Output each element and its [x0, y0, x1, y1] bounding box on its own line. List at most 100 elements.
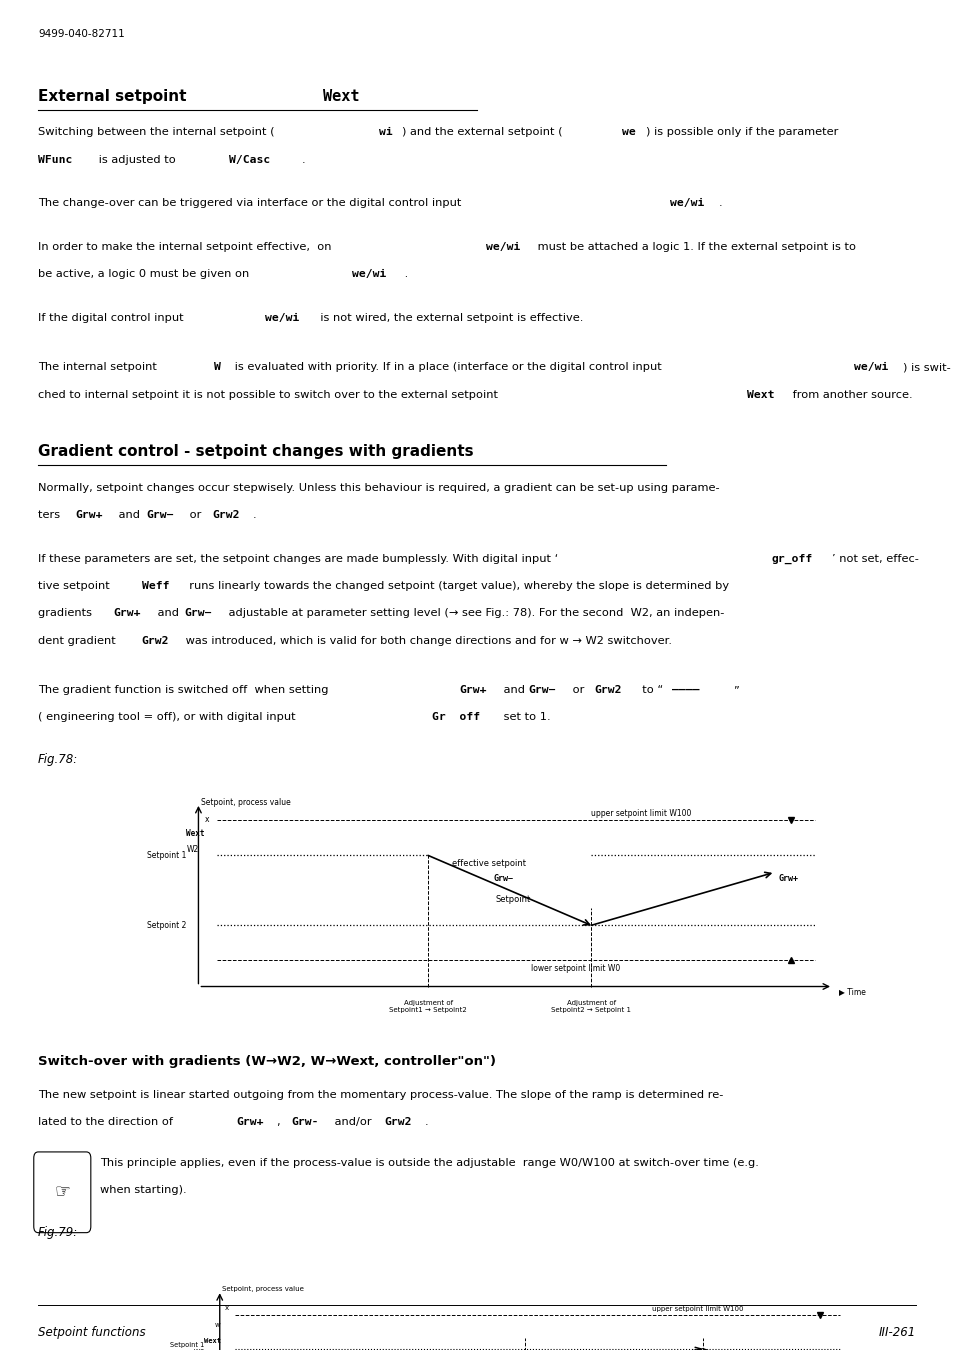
Text: from another source.: from another source. [788, 390, 911, 400]
Text: Grw2: Grw2 [212, 510, 239, 520]
Text: This principle applies, even if the process-value is outside the adjustable  ran: This principle applies, even if the proc… [99, 1158, 758, 1168]
Text: ched to internal setpoint it is not possible to switch over to the external setp: ched to internal setpoint it is not poss… [38, 390, 501, 400]
Text: is evaluated with priority. If in a place (interface or the digital control inpu: is evaluated with priority. If in a plac… [231, 362, 665, 373]
Text: effective setpoint: effective setpoint [451, 859, 525, 868]
Text: Gr  off: Gr off [432, 713, 480, 722]
Text: w: w [214, 1322, 220, 1327]
Text: ”: ” [733, 684, 739, 695]
Text: upper setpoint limit W100: upper setpoint limit W100 [591, 809, 691, 818]
Text: III-261: III-261 [878, 1326, 915, 1339]
Text: The gradient function is switched off  when setting: The gradient function is switched off wh… [38, 684, 332, 695]
Text: WFunc: WFunc [38, 155, 72, 165]
Text: W: W [213, 362, 220, 373]
Text: Switching between the internal setpoint (: Switching between the internal setpoint … [38, 127, 274, 138]
Text: Fig.79:: Fig.79: [38, 1226, 78, 1239]
Text: Wext: Wext [186, 829, 205, 838]
Text: Grw+: Grw+ [236, 1118, 264, 1127]
Text: The internal setpoint: The internal setpoint [38, 362, 160, 373]
Text: Switch-over with gradients (W→W2, W→Wext, controller"on"): Switch-over with gradients (W→W2, W→Wext… [38, 1056, 496, 1068]
Text: or: or [186, 510, 204, 520]
Text: Setpoint, process value: Setpoint, process value [201, 798, 291, 807]
Text: ☞: ☞ [54, 1183, 71, 1200]
Text: Setpoint: Setpoint [495, 895, 530, 905]
Text: ters: ters [38, 510, 64, 520]
Text: Gradient control - setpoint changes with gradients: Gradient control - setpoint changes with… [38, 444, 474, 459]
Text: Grw−: Grw− [493, 875, 513, 883]
Text: Setpoint 1: Setpoint 1 [147, 850, 186, 860]
Text: to “: to “ [635, 684, 662, 695]
Text: If these parameters are set, the setpoint changes are made bumplessly. With digi: If these parameters are set, the setpoin… [38, 554, 558, 564]
Text: when starting).: when starting). [99, 1185, 186, 1196]
Text: Grw+: Grw+ [778, 873, 798, 883]
Text: .: . [425, 1118, 429, 1127]
Text: Grw+: Grw+ [75, 510, 102, 520]
Text: Weff: Weff [142, 580, 169, 591]
Text: dent gradient: dent gradient [38, 636, 119, 645]
FancyBboxPatch shape [33, 1152, 91, 1233]
Text: Adjustment of
Setpoint1 → Setpoint2: Adjustment of Setpoint1 → Setpoint2 [389, 1000, 466, 1014]
Text: In order to make the internal setpoint effective,  on: In order to make the internal setpoint e… [38, 242, 335, 252]
Text: Setpoint 2: Setpoint 2 [147, 921, 186, 930]
Text: is not wired, the external setpoint is effective.: is not wired, the external setpoint is e… [313, 313, 582, 323]
Text: Grw2: Grw2 [384, 1118, 412, 1127]
Text: adjustable at parameter setting level (→ see Fig.: 78). For the second  W2, an i: adjustable at parameter setting level (→… [225, 609, 723, 618]
Text: ————: ———— [671, 684, 699, 695]
Text: ) and the external setpoint (: ) and the external setpoint ( [402, 127, 562, 138]
Text: Wext: Wext [204, 1338, 221, 1345]
Text: Grw−: Grw− [146, 510, 173, 520]
Text: Normally, setpoint changes occur stepwisely. Unless this behaviour is required, : Normally, setpoint changes occur stepwis… [38, 483, 719, 493]
Text: tive setpoint: tive setpoint [38, 580, 113, 591]
Text: we∕wi: we∕wi [485, 242, 519, 252]
Text: and: and [153, 609, 182, 618]
Text: ) is possible only if the parameter: ) is possible only if the parameter [645, 127, 837, 138]
Text: we∕wi: we∕wi [669, 198, 703, 208]
Text: Setpoint functions: Setpoint functions [38, 1326, 146, 1339]
Text: .: . [252, 510, 255, 520]
Text: The new setpoint is linear started outgoing from the momentary process-value. Th: The new setpoint is linear started outgo… [38, 1089, 722, 1100]
Text: .: . [301, 155, 305, 165]
Text: set to 1.: set to 1. [499, 713, 550, 722]
Text: must be attached a logic 1. If the external setpoint is to: must be attached a logic 1. If the exter… [534, 242, 855, 252]
Text: we∕wi: we∕wi [352, 270, 386, 279]
Text: Setpoint 1
e.g. W2: Setpoint 1 e.g. W2 [170, 1342, 204, 1350]
Text: Grw2: Grw2 [142, 636, 169, 645]
Text: The change-over can be triggered via interface or the digital control input: The change-over can be triggered via int… [38, 198, 465, 208]
Text: x: x [225, 1305, 229, 1311]
Text: Grw−: Grw− [185, 609, 212, 618]
Text: runs linearly towards the changed setpoint (target value), whereby the slope is : runs linearly towards the changed setpoi… [182, 580, 728, 591]
Text: Wext: Wext [746, 390, 774, 400]
Text: x: x [204, 815, 209, 825]
Text: we: we [621, 127, 635, 138]
Text: ▶ Time: ▶ Time [838, 987, 865, 996]
Text: Grw+: Grw+ [113, 609, 141, 618]
Text: Grw-: Grw- [291, 1118, 318, 1127]
Text: lower setpoint limit W0: lower setpoint limit W0 [530, 964, 619, 973]
Text: Setpoint, process value: Setpoint, process value [222, 1287, 304, 1292]
Text: Adjustment of
Setpoint2 → Setpoint 1: Adjustment of Setpoint2 → Setpoint 1 [551, 1000, 631, 1014]
Text: we∕wi: we∕wi [264, 313, 298, 323]
Text: W∕Casc: W∕Casc [230, 155, 271, 165]
Text: gradients: gradients [38, 609, 95, 618]
Text: lated to the direction of: lated to the direction of [38, 1118, 176, 1127]
Text: ’ not set, effec-: ’ not set, effec- [831, 554, 918, 564]
Text: and: and [115, 510, 144, 520]
Text: we∕wi: we∕wi [854, 362, 888, 373]
Text: and: and [499, 684, 528, 695]
Text: If the digital control input: If the digital control input [38, 313, 187, 323]
Text: or: or [569, 684, 588, 695]
Text: 9499-040-82711: 9499-040-82711 [38, 28, 125, 39]
Text: W2: W2 [186, 845, 198, 855]
Text: External setpoint: External setpoint [38, 89, 192, 104]
Text: ) is swit-: ) is swit- [902, 362, 949, 373]
Text: Grw2: Grw2 [594, 684, 621, 695]
Text: Wext: Wext [323, 89, 359, 104]
Text: gr_off: gr_off [771, 554, 812, 564]
Text: .: . [400, 270, 408, 279]
Text: be active, a logic 0 must be given on: be active, a logic 0 must be given on [38, 270, 253, 279]
Text: was introduced, which is valid for both change directions and for w → W2 switcho: was introduced, which is valid for both … [182, 636, 672, 645]
Text: wi: wi [378, 127, 392, 138]
Text: Grw+: Grw+ [459, 684, 486, 695]
Text: .: . [718, 198, 721, 208]
Text: Fig.78:: Fig.78: [38, 753, 78, 767]
Text: ,: , [276, 1118, 284, 1127]
